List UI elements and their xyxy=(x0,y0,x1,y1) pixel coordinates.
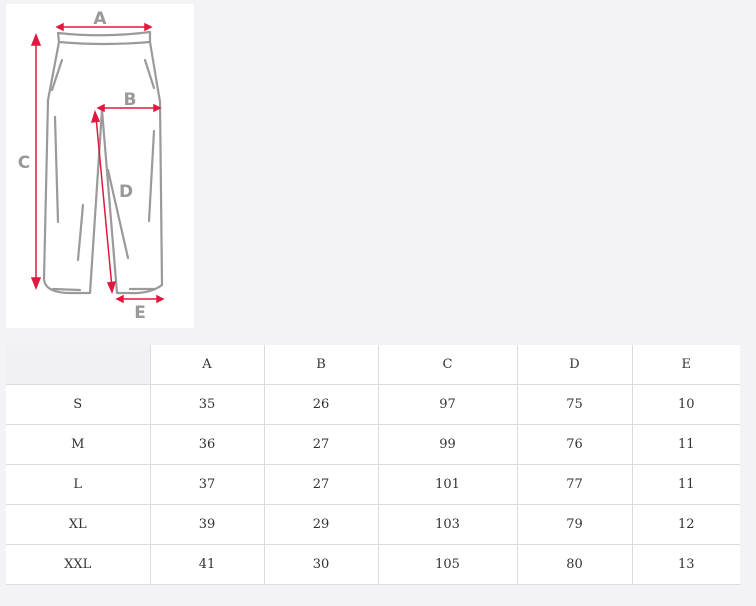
cell: 105 xyxy=(377,544,518,585)
label-a: A xyxy=(93,9,107,29)
header-a: A xyxy=(149,345,265,385)
label-c: C xyxy=(18,153,30,173)
table-row: M 36 27 99 76 11 xyxy=(6,424,740,465)
header-b: B xyxy=(263,345,379,385)
table-row: XL 39 29 103 79 12 xyxy=(6,504,740,545)
cell: 36 xyxy=(149,424,265,465)
label-b: B xyxy=(124,90,137,110)
cell: 30 xyxy=(263,544,379,585)
size-cell: M xyxy=(6,424,151,465)
measurement-arrows xyxy=(30,22,165,304)
cell: 29 xyxy=(263,504,379,545)
pants-diagram: A B C D E xyxy=(18,9,165,323)
cell: 11 xyxy=(631,464,740,505)
cell: 12 xyxy=(631,504,740,545)
cell: 103 xyxy=(377,504,518,545)
header-c: C xyxy=(377,345,518,385)
pants-outline xyxy=(42,30,164,295)
cell: 99 xyxy=(377,424,518,465)
cell: 11 xyxy=(631,424,740,465)
header-d: D xyxy=(516,345,633,385)
cell: 80 xyxy=(516,544,633,585)
label-e: E xyxy=(134,303,146,323)
size-cell: S xyxy=(6,384,151,425)
size-diagram-image: A B C D E xyxy=(6,4,194,328)
cell: 37 xyxy=(149,464,265,505)
cell: 27 xyxy=(263,464,379,505)
cell: 26 xyxy=(263,384,379,425)
cell: 75 xyxy=(516,384,633,425)
cell: 76 xyxy=(516,424,633,465)
cell: 39 xyxy=(149,504,265,545)
cell: 77 xyxy=(516,464,633,505)
table-row: XXL 41 30 105 80 13 xyxy=(6,544,740,585)
size-cell: L xyxy=(6,464,151,505)
header-corner xyxy=(6,345,151,385)
cell: 79 xyxy=(516,504,633,545)
cell: 97 xyxy=(377,384,518,425)
cell: 13 xyxy=(631,544,740,585)
cell: 27 xyxy=(263,424,379,465)
table-row: L 37 27 101 77 11 xyxy=(6,464,740,505)
label-d: D xyxy=(119,182,133,202)
cell: 10 xyxy=(631,384,740,425)
size-cell: XXL xyxy=(6,544,151,585)
header-e: E xyxy=(631,345,740,385)
table-header-row: A B C D E xyxy=(6,345,740,385)
size-cell: XL xyxy=(6,504,151,545)
cell: 35 xyxy=(149,384,265,425)
size-table: A B C D E S 35 26 97 75 10 M 36 27 99 76 11 L 37 27 1… xyxy=(6,345,740,585)
cell: 41 xyxy=(149,544,265,585)
table-row: S 35 26 97 75 10 xyxy=(6,384,740,425)
cell: 101 xyxy=(377,464,518,505)
